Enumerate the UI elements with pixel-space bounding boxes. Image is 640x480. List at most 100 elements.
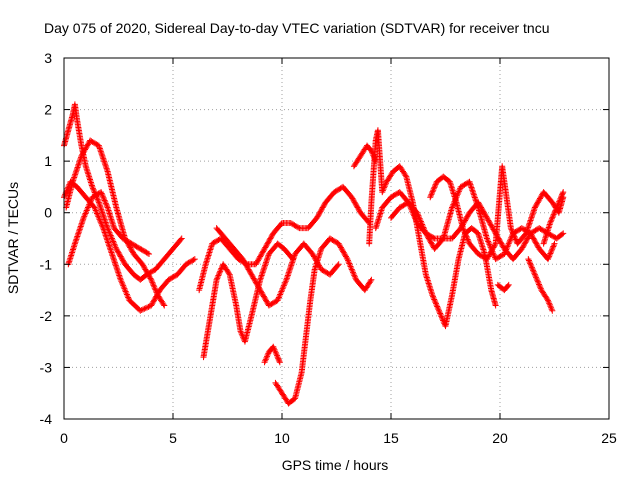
data-point	[450, 201, 457, 208]
data-point	[462, 232, 469, 239]
data-point	[531, 271, 538, 278]
data-point	[268, 232, 275, 239]
x-tick-label: 20	[492, 430, 508, 446]
data-point	[214, 275, 221, 282]
data-point	[432, 300, 439, 307]
data-point	[347, 263, 354, 270]
data-point	[277, 290, 284, 297]
data-point	[81, 147, 88, 154]
data-point	[525, 256, 532, 263]
data-point	[538, 192, 545, 199]
data-point	[430, 293, 437, 300]
data-point	[62, 191, 69, 198]
data-point	[90, 186, 97, 193]
data-point	[432, 299, 439, 306]
data-point	[103, 201, 110, 208]
data-point	[154, 290, 161, 297]
data-point	[528, 263, 535, 270]
data-point	[553, 204, 560, 211]
data-point	[425, 234, 432, 241]
data-point	[84, 142, 91, 149]
data-point	[548, 217, 555, 224]
data-point	[123, 291, 130, 298]
data-point	[485, 239, 492, 246]
data-point	[318, 205, 325, 212]
data-point	[279, 285, 286, 292]
data-point	[89, 183, 96, 190]
data-point	[509, 227, 516, 234]
data-point	[531, 236, 538, 243]
data-point	[454, 191, 461, 198]
data-point	[430, 187, 437, 194]
data-point	[92, 207, 99, 214]
data-point	[449, 203, 456, 210]
data-point	[506, 239, 513, 246]
data-point	[280, 282, 287, 289]
data-point	[484, 254, 491, 261]
data-point	[111, 241, 118, 248]
data-point	[270, 345, 277, 352]
data-point	[213, 276, 220, 283]
data-point	[492, 302, 499, 309]
data-point	[436, 309, 443, 316]
data-point	[316, 209, 323, 216]
data-point	[544, 297, 551, 304]
data-point	[314, 213, 321, 220]
data-point	[190, 256, 197, 263]
data-point	[252, 261, 259, 268]
data-point	[522, 231, 529, 238]
data-point	[481, 209, 488, 216]
series-track-9	[272, 235, 375, 407]
data-points	[61, 101, 567, 407]
data-point	[124, 292, 131, 299]
data-point	[79, 150, 86, 157]
data-point	[151, 296, 158, 303]
data-point	[547, 218, 554, 225]
data-point	[381, 183, 388, 190]
data-point	[505, 281, 512, 288]
data-point	[350, 198, 357, 205]
data-point	[144, 304, 151, 311]
data-point	[537, 284, 544, 291]
data-point	[529, 234, 536, 241]
data-point	[547, 220, 554, 227]
data-point	[95, 197, 102, 204]
data-point	[340, 249, 347, 256]
data-point	[439, 236, 446, 243]
data-point	[100, 194, 107, 201]
data-point	[485, 238, 492, 245]
data-point	[427, 192, 434, 199]
data-point	[245, 266, 252, 273]
data-point	[274, 352, 281, 359]
data-point	[123, 290, 130, 297]
data-point	[419, 221, 426, 228]
data-point	[504, 243, 511, 250]
data-point	[547, 249, 554, 256]
data-point	[461, 227, 468, 234]
data-point	[501, 249, 508, 256]
data-point	[274, 354, 281, 361]
data-point	[425, 235, 432, 242]
y-tick-label: 3	[44, 50, 52, 66]
data-point	[488, 222, 495, 229]
data-point	[498, 240, 505, 247]
data-point	[335, 261, 342, 268]
data-point	[105, 228, 112, 235]
data-point	[340, 248, 347, 255]
data-point	[342, 252, 349, 259]
data-point	[490, 251, 497, 258]
data-point	[353, 201, 360, 208]
data-point	[535, 198, 542, 205]
data-point	[144, 250, 151, 257]
data-point	[532, 273, 539, 280]
data-point	[558, 192, 565, 199]
data-point	[464, 236, 471, 243]
data-point	[79, 151, 86, 158]
x-axis-label: GPS time / hours	[282, 457, 389, 473]
data-point	[348, 266, 355, 273]
data-point	[431, 182, 438, 189]
data-point	[511, 233, 518, 240]
data-point	[216, 269, 223, 276]
data-point	[414, 211, 421, 218]
data-point	[526, 258, 533, 265]
